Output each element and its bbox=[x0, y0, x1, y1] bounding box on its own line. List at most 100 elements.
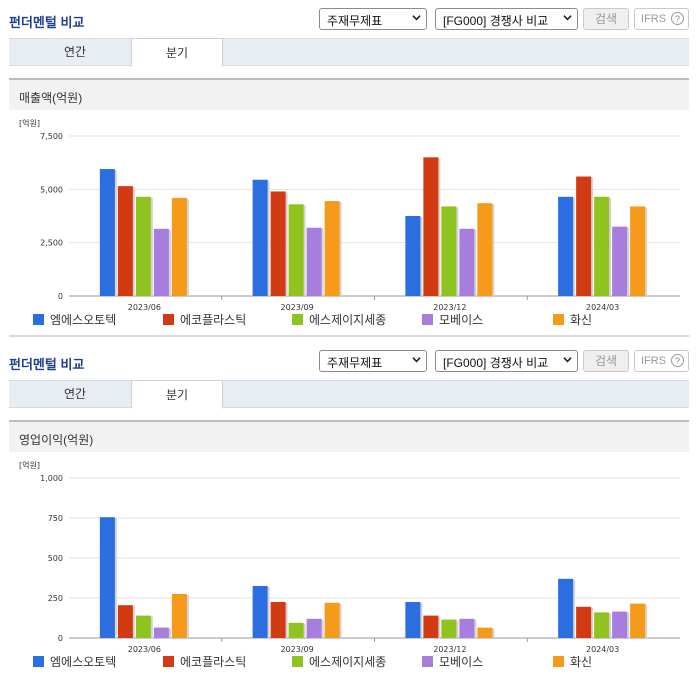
legend-swatch bbox=[422, 314, 433, 325]
chevron-down-icon bbox=[412, 15, 421, 21]
section-header: 매출액(억원) bbox=[9, 78, 689, 110]
legend-label: 에코플라스틱 bbox=[180, 655, 247, 669]
bar bbox=[288, 622, 304, 638]
bar bbox=[612, 611, 628, 638]
bar bbox=[99, 517, 115, 638]
bar bbox=[594, 196, 610, 296]
x-tick-label: 2023/12 bbox=[433, 645, 466, 654]
peer-group-value: [FG000] 경쟁사 비교 bbox=[443, 356, 549, 370]
bar bbox=[270, 602, 286, 638]
bar bbox=[477, 627, 493, 638]
y-tick-label: 5,000 bbox=[40, 185, 63, 194]
ifrs-label: IFRS bbox=[641, 13, 667, 25]
bar bbox=[558, 578, 574, 638]
x-tick-label: 2023/06 bbox=[128, 645, 161, 654]
legend-swatch bbox=[553, 656, 564, 667]
y-tick-label: 0 bbox=[58, 634, 63, 643]
bar bbox=[459, 228, 475, 296]
y-unit-label: [억원] bbox=[19, 118, 40, 128]
chart-legend: 엠에스오토텍 에코플라스틱 에스제이지세종 모베이스 화신 bbox=[0, 655, 696, 673]
revenue-bar-chart: [억원] 0 2,500 5,000 7,500 2023/06 2023/09 2023/1… bbox=[19, 118, 680, 312]
chevron-down-icon bbox=[412, 357, 421, 363]
x-tick-label: 2023/06 bbox=[128, 303, 161, 312]
x-tick-label: 2023/09 bbox=[281, 645, 314, 654]
bar bbox=[306, 227, 322, 296]
legend-label: 에코플라스틱 bbox=[180, 313, 247, 327]
bar bbox=[594, 612, 610, 638]
bar bbox=[171, 594, 187, 638]
bar bbox=[423, 157, 439, 296]
search-button[interactable]: 검색 bbox=[583, 350, 629, 372]
period-tabs: 연간 분기 bbox=[9, 380, 689, 409]
help-icon: ? bbox=[671, 12, 684, 25]
statement-type-select[interactable]: 주재무제표 bbox=[319, 350, 427, 372]
legend-label: 에스제이지세종 bbox=[309, 313, 387, 327]
panel-divider bbox=[9, 335, 689, 337]
legend-swatch bbox=[163, 656, 174, 667]
peer-group-select[interactable]: [FG000] 경쟁사 비교 bbox=[435, 8, 578, 30]
bar bbox=[270, 191, 286, 296]
period-tabs: 연간 분기 bbox=[9, 38, 689, 67]
bar bbox=[99, 169, 115, 296]
legend-label: 엠에스오토텍 bbox=[50, 313, 117, 327]
legend-swatch bbox=[163, 314, 174, 325]
legend-swatch bbox=[553, 314, 564, 325]
bar bbox=[117, 186, 133, 296]
bar bbox=[252, 586, 268, 638]
legend-label: 모베이스 bbox=[439, 655, 484, 669]
bar bbox=[477, 203, 493, 296]
ifrs-button[interactable]: IFRS ? bbox=[634, 350, 689, 372]
bar bbox=[171, 197, 187, 296]
chevron-down-icon bbox=[563, 15, 572, 21]
bar bbox=[135, 615, 151, 638]
fundamental-panel-operating-profit: 펀더멘털 비교 주재무제표 [FG000] 경쟁사 비교 검색 IFRS ? 연… bbox=[0, 342, 696, 669]
bar bbox=[558, 196, 574, 296]
y-tick-label: 2,500 bbox=[40, 239, 63, 248]
tab-quarterly[interactable]: 분기 bbox=[131, 38, 223, 67]
bar bbox=[630, 603, 646, 638]
chevron-down-icon bbox=[563, 357, 572, 363]
section-title: 영업이익(억원) bbox=[19, 433, 94, 447]
bar bbox=[324, 602, 340, 638]
legend-label: 모베이스 bbox=[439, 313, 484, 327]
statement-type-value: 주재무제표 bbox=[327, 356, 383, 370]
panel-title: 펀더멘털 비교 bbox=[9, 15, 85, 30]
bar bbox=[306, 618, 322, 638]
bar bbox=[441, 206, 457, 296]
bar bbox=[612, 226, 628, 296]
panel-header: 펀더멘털 비교 주재무제표 [FG000] 경쟁사 비교 검색 IFRS ? bbox=[0, 0, 696, 34]
x-tick-label: 2024/03 bbox=[586, 645, 619, 654]
ifrs-label: IFRS bbox=[641, 355, 667, 367]
chart-legend: 엠에스오토텍 에코플라스틱 에스제이지세종 모베이스 화신 bbox=[0, 313, 696, 331]
bar bbox=[459, 618, 475, 638]
tab-annual[interactable]: 연간 bbox=[63, 387, 87, 401]
legend-label: 화신 bbox=[570, 313, 593, 327]
bar bbox=[423, 615, 439, 638]
ifrs-button[interactable]: IFRS ? bbox=[634, 8, 689, 30]
y-tick-label: 500 bbox=[48, 554, 63, 563]
y-unit-label: [억원] bbox=[19, 460, 40, 470]
legend-label: 엠에스오토텍 bbox=[50, 655, 117, 669]
tab-quarterly[interactable]: 분기 bbox=[131, 380, 223, 409]
fundamental-panel-revenue: 펀더멘털 비교 주재무제표 [FG000] 경쟁사 비교 검색 IFRS ? 연… bbox=[0, 0, 696, 337]
legend-label: 에스제이지세종 bbox=[309, 655, 387, 669]
legend-swatch bbox=[422, 656, 433, 667]
section-title: 매출액(억원) bbox=[19, 91, 83, 105]
help-icon: ? bbox=[671, 354, 684, 367]
bar bbox=[630, 206, 646, 296]
bar bbox=[252, 179, 268, 296]
bar bbox=[135, 196, 151, 296]
statement-type-select[interactable]: 주재무제표 bbox=[319, 8, 427, 30]
bar bbox=[324, 201, 340, 296]
x-tick-label: 2023/09 bbox=[281, 303, 314, 312]
statement-type-value: 주재무제표 bbox=[327, 14, 383, 28]
tab-annual[interactable]: 연간 bbox=[63, 45, 87, 59]
panel-header: 펀더멘털 비교 주재무제표 [FG000] 경쟁사 비교 검색 IFRS ? bbox=[0, 342, 696, 376]
y-tick-label: 0 bbox=[58, 292, 63, 301]
bar bbox=[288, 204, 304, 296]
y-tick-label: 750 bbox=[48, 514, 63, 523]
bar bbox=[405, 216, 421, 296]
legend-swatch bbox=[292, 314, 303, 325]
search-button[interactable]: 검색 bbox=[583, 8, 629, 30]
peer-group-select[interactable]: [FG000] 경쟁사 비교 bbox=[435, 350, 578, 372]
